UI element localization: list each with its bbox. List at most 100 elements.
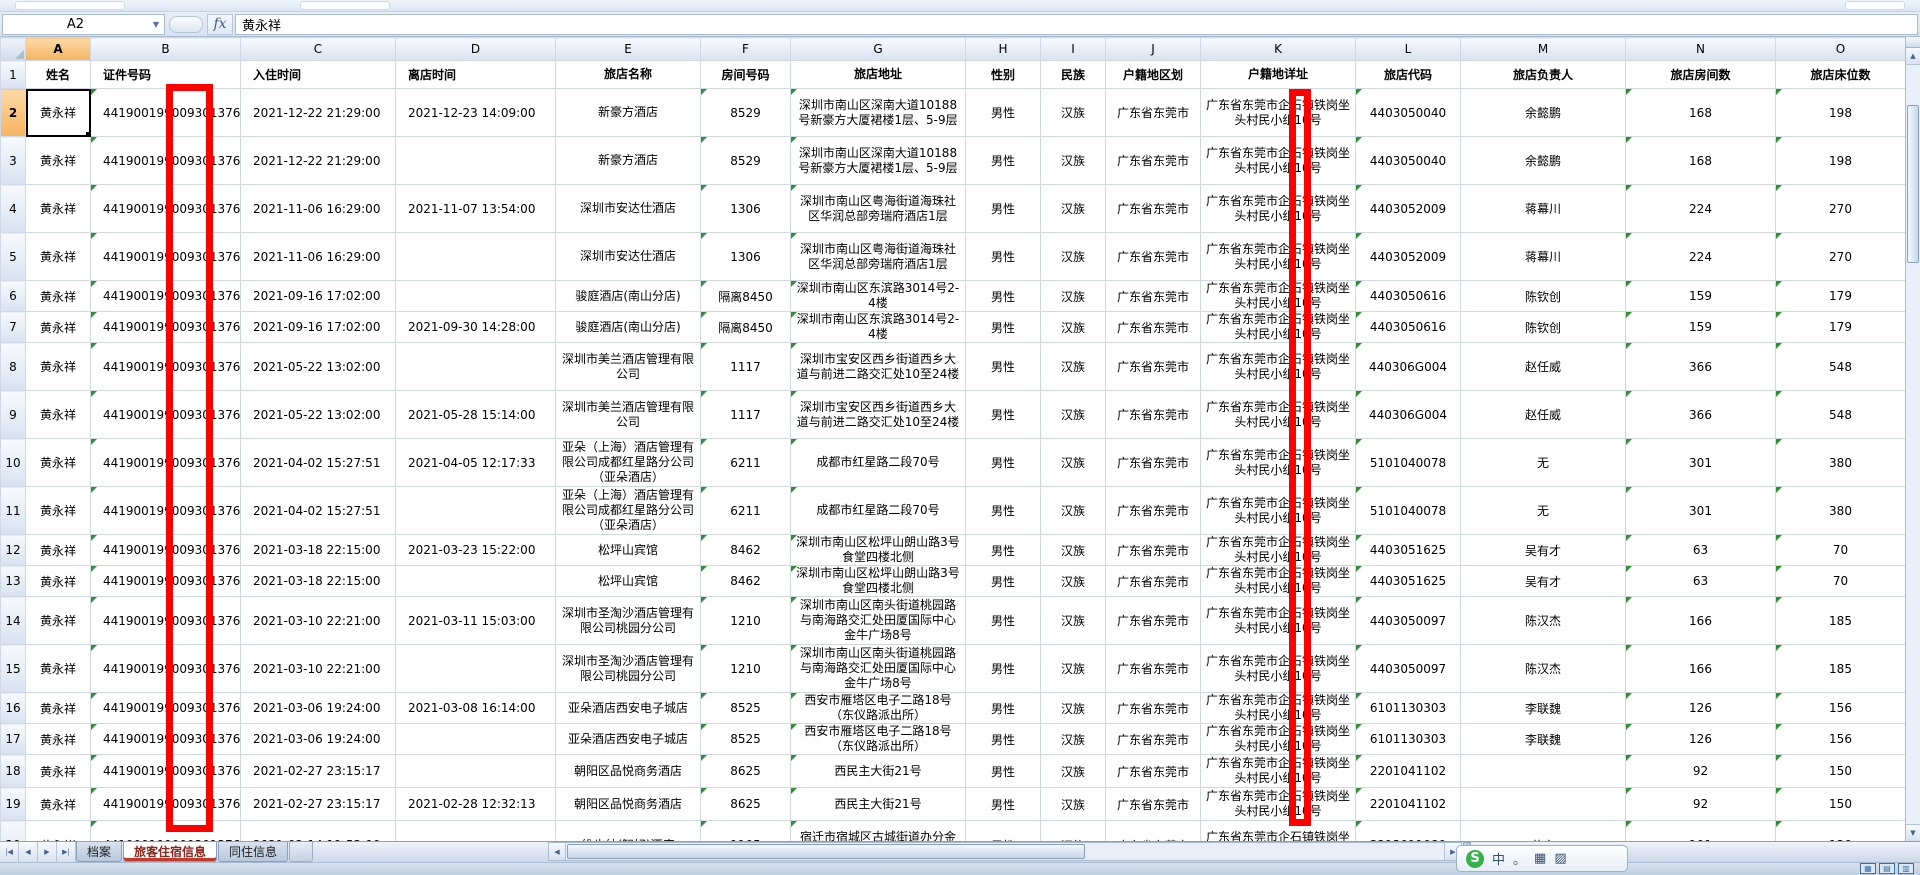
cell-C5[interactable]: 2021-11-06 16:29:00 — [240, 232, 396, 281]
column-header-J[interactable]: J — [1105, 37, 1201, 61]
cell-G7[interactable]: 深圳市南山区东滨路3014号2-4楼 — [790, 311, 966, 343]
cell-J1[interactable]: 户籍地区划 — [1105, 60, 1201, 89]
cell-K19[interactable]: 广东省东莞市企石镇铁岗坐头村民小组10号 — [1200, 787, 1356, 821]
cell-B3[interactable]: 441900199009301376 — [90, 136, 241, 185]
cell-D16[interactable]: 2021-03-08 16:14:00 — [395, 692, 556, 724]
cell-A8[interactable]: 黄永祥 — [25, 342, 91, 391]
cell-N17[interactable]: 126 — [1625, 723, 1776, 755]
row-header-9[interactable]: 9 — [0, 390, 26, 439]
cell-E9[interactable]: 深圳市美兰酒店管理有限公司 — [555, 390, 701, 439]
cell-D18[interactable] — [395, 754, 556, 788]
cell-B9[interactable]: 441900199009301376 — [90, 390, 241, 439]
cell-B19[interactable]: 441900199009301376 — [90, 787, 241, 821]
cell-A4[interactable]: 黄永祥 — [25, 184, 91, 233]
row-header-1[interactable]: 1 — [0, 60, 26, 89]
cell-H10[interactable]: 男性 — [965, 438, 1041, 487]
cell-L7[interactable]: 4403050616 — [1355, 311, 1461, 343]
sheet-tab-cohabitant-info[interactable]: 同住信息 — [218, 842, 289, 862]
cell-N15[interactable]: 166 — [1625, 644, 1776, 693]
cell-G20[interactable]: 宿迁市宿城区古城街道办分金桥（地上一栋北侧） — [790, 820, 966, 841]
cell-E18[interactable]: 朝阳区品悦商务酒店 — [555, 754, 701, 788]
cell-G11[interactable]: 成都市红星路二段70号 — [790, 486, 966, 535]
cell-E2[interactable]: 新豪方酒店 — [555, 88, 701, 137]
cell-A14[interactable]: 黄永祥 — [25, 596, 91, 645]
ime-keyboard-icon[interactable]: ▦ — [1534, 851, 1547, 866]
cell-O10[interactable]: 380 — [1775, 438, 1905, 487]
cell-F5[interactable]: 1306 — [700, 232, 791, 281]
cell-A10[interactable]: 黄永祥 — [25, 438, 91, 487]
cell-G17[interactable]: 西安市雁塔区电子二路18号（东仪路派出所） — [790, 723, 966, 755]
cell-C1[interactable]: 入住时间 — [240, 60, 396, 89]
cell-C14[interactable]: 2021-03-10 22:21:00 — [240, 596, 396, 645]
cell-K18[interactable]: 广东省东莞市企石镇铁岗坐头村民小组10号 — [1200, 754, 1356, 788]
cell-K6[interactable]: 广东省东莞市企石镇铁岗坐头村民小组10号 — [1200, 280, 1356, 312]
cell-N6[interactable]: 159 — [1625, 280, 1776, 312]
cell-J14[interactable]: 广东省东莞市 — [1105, 596, 1201, 645]
row-header-2[interactable]: 2 — [0, 88, 26, 137]
cell-H14[interactable]: 男性 — [965, 596, 1041, 645]
cell-D20[interactable] — [395, 820, 556, 841]
cell-J18[interactable]: 广东省东莞市 — [1105, 754, 1201, 788]
cell-M9[interactable]: 赵任威 — [1460, 390, 1626, 439]
cell-B16[interactable]: 441900199009301376 — [90, 692, 241, 724]
cell-E4[interactable]: 深圳市安达仕酒店 — [555, 184, 701, 233]
cell-E19[interactable]: 朝阳区品悦商务酒店 — [555, 787, 701, 821]
cell-J15[interactable]: 广东省东莞市 — [1105, 644, 1201, 693]
cell-G9[interactable]: 深圳市宝安区西乡街道西乡大道与前进二路交汇处10至24楼 — [790, 390, 966, 439]
cell-F19[interactable]: 8625 — [700, 787, 791, 821]
cell-L1[interactable]: 旅店代码 — [1355, 60, 1461, 89]
cell-L14[interactable]: 4403050097 — [1355, 596, 1461, 645]
name-box-dropdown-icon[interactable]: ▼ — [152, 19, 160, 29]
cell-L6[interactable]: 4403050616 — [1355, 280, 1461, 312]
cell-O17[interactable]: 156 — [1775, 723, 1905, 755]
cell-C17[interactable]: 2021-03-06 19:24:00 — [240, 723, 396, 755]
cell-E12[interactable]: 松坪山宾馆 — [555, 534, 701, 566]
cell-M7[interactable]: 陈钦创 — [1460, 311, 1626, 343]
cell-E10[interactable]: 亚朵（上海）酒店管理有限公司成都红星路分公司（亚朵酒店） — [555, 438, 701, 487]
row-header-4[interactable]: 4 — [0, 184, 26, 233]
cell-B1[interactable]: 证件号码 — [90, 60, 241, 89]
cell-F18[interactable]: 8625 — [700, 754, 791, 788]
cell-N8[interactable]: 366 — [1625, 342, 1776, 391]
cell-A3[interactable]: 黄永祥 — [25, 136, 91, 185]
cell-K16[interactable]: 广东省东莞市企石镇铁岗坐头村民小组10号 — [1200, 692, 1356, 724]
cell-A18[interactable]: 黄永祥 — [25, 754, 91, 788]
row-header-16[interactable]: 16 — [0, 692, 26, 724]
row-header-7[interactable]: 7 — [0, 311, 26, 343]
cell-N9[interactable]: 366 — [1625, 390, 1776, 439]
cell-F1[interactable]: 房间号码 — [700, 60, 791, 89]
cell-A20[interactable]: 黄永祥 — [25, 820, 91, 841]
insert-function-icon[interactable]: fx — [207, 13, 233, 35]
row-header-17[interactable]: 17 — [0, 723, 26, 755]
cell-B7[interactable]: 441900199009301376 — [90, 311, 241, 343]
cell-L16[interactable]: 6101130303 — [1355, 692, 1461, 724]
cell-H9[interactable]: 男性 — [965, 390, 1041, 439]
ime-punctuation-icon[interactable]: 。 — [1513, 853, 1527, 868]
column-header-O[interactable]: O — [1775, 37, 1905, 61]
cell-D6[interactable] — [395, 280, 556, 312]
cell-N11[interactable]: 301 — [1625, 486, 1776, 535]
cell-O12[interactable]: 70 — [1775, 534, 1905, 566]
cell-H12[interactable]: 男性 — [965, 534, 1041, 566]
cell-I15[interactable]: 汉族 — [1040, 644, 1106, 693]
cell-H5[interactable]: 男性 — [965, 232, 1041, 281]
cell-L2[interactable]: 4403050040 — [1355, 88, 1461, 137]
cell-G10[interactable]: 成都市红星路二段70号 — [790, 438, 966, 487]
cell-L12[interactable]: 4403051625 — [1355, 534, 1461, 566]
cell-J8[interactable]: 广东省东莞市 — [1105, 342, 1201, 391]
cell-G5[interactable]: 深圳市南山区粤海街道海珠社区华润总部旁瑞府酒店1层 — [790, 232, 966, 281]
cell-B2[interactable]: 441900199009301376 — [90, 88, 241, 137]
row-header-10[interactable]: 10 — [0, 438, 26, 487]
cell-G2[interactable]: 深圳市南山区深南大道10188号新豪方大厦裙楼1层、5-9层 — [790, 88, 966, 137]
cell-H8[interactable]: 男性 — [965, 342, 1041, 391]
name-box[interactable]: A2 ▼ — [2, 13, 165, 35]
cell-C16[interactable]: 2021-03-06 19:24:00 — [240, 692, 396, 724]
cell-A12[interactable]: 黄永祥 — [25, 534, 91, 566]
cell-D1[interactable]: 离店时间 — [395, 60, 556, 89]
cell-O13[interactable]: 70 — [1775, 565, 1905, 597]
cell-G15[interactable]: 深圳市南山区南头街道桃园路与南海路交汇处田厦国际中心金牛广场8号 — [790, 644, 966, 693]
cell-D9[interactable]: 2021-05-28 15:14:00 — [395, 390, 556, 439]
cell-L11[interactable]: 5101040078 — [1355, 486, 1461, 535]
cell-O3[interactable]: 198 — [1775, 136, 1905, 185]
cell-I14[interactable]: 汉族 — [1040, 596, 1106, 645]
